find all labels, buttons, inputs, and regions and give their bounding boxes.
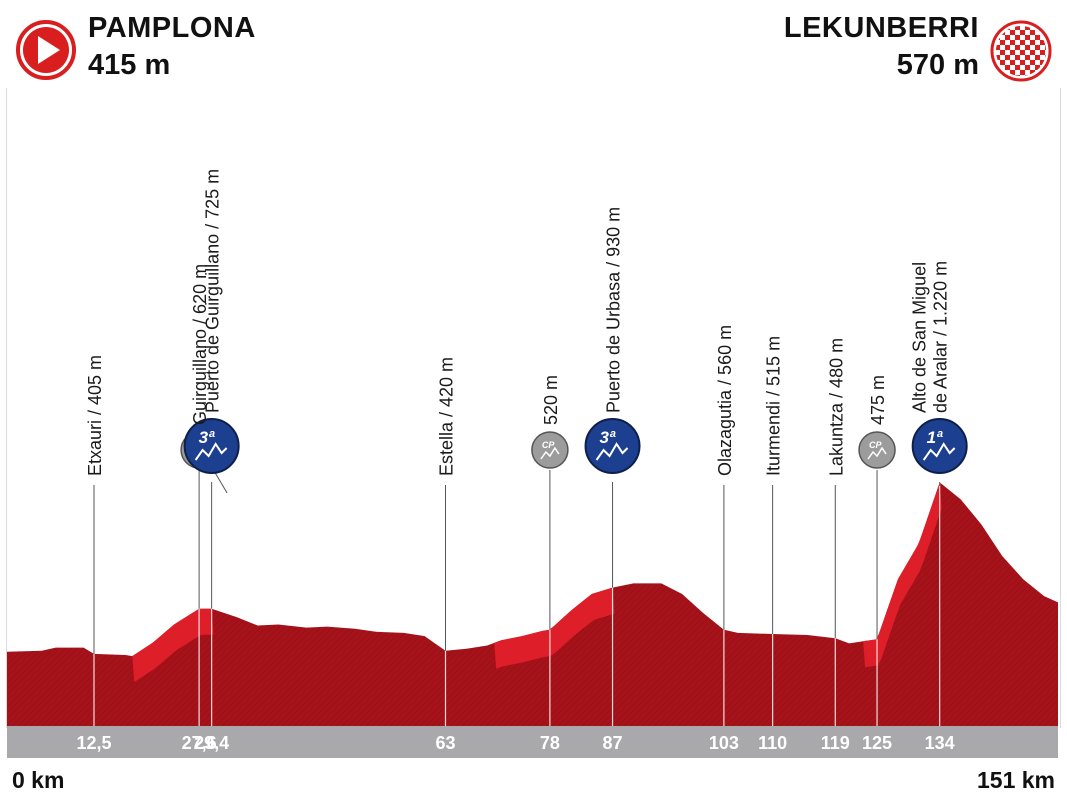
point-label-text: Estella / 420 m bbox=[436, 357, 456, 476]
right-frame-line bbox=[1060, 88, 1061, 728]
point-label-1: Etxauri / 405 m bbox=[85, 355, 105, 476]
start-altitude: 415 m bbox=[88, 49, 171, 81]
km-tick-label: 125 bbox=[862, 733, 892, 753]
climb-category-icon bbox=[911, 418, 968, 474]
climb-mountain-glyph bbox=[922, 442, 956, 461]
start-town-name: PAMPLONA bbox=[88, 12, 256, 44]
climb-mountain-glyph bbox=[194, 442, 228, 461]
climb-category-text: 3ª bbox=[199, 428, 215, 447]
climb-highlight-3 bbox=[863, 482, 942, 668]
point-label-9: Lakuntza / 480 m bbox=[826, 338, 846, 476]
climb-highlight-1 bbox=[132, 608, 214, 683]
km-tick-label: 29,4 bbox=[194, 733, 229, 753]
point-label-text: 475 m bbox=[868, 375, 888, 425]
point-label-text: Puerto de Urbasa / 930 m bbox=[604, 207, 624, 413]
point-label-8: Iturmendi / 515 m bbox=[764, 336, 784, 476]
sprint-badge-text: CP bbox=[869, 440, 882, 450]
finish-checkered-flag-icon bbox=[990, 20, 1052, 82]
point-label-text: de Aralar / 1.220 m bbox=[931, 261, 951, 413]
sprint-mountain-glyph bbox=[540, 446, 560, 460]
km-tick-label: 87 bbox=[603, 733, 623, 753]
point-label-text: Lakuntza / 480 m bbox=[826, 338, 846, 476]
point-label-text: Alto de San Miguel bbox=[910, 262, 930, 413]
axis-start-label: 0 km bbox=[12, 767, 65, 793]
intermediate-sprint-icon bbox=[858, 431, 896, 469]
point-label-5: 520 m bbox=[541, 375, 561, 425]
finish-town-name: LEKUNBERRI bbox=[783, 12, 979, 44]
km-tick-label: 12,5 bbox=[76, 733, 111, 753]
left-frame-line bbox=[6, 88, 7, 728]
climb-category-icon bbox=[584, 418, 641, 474]
point-label-text: Guirguillano / 620 m bbox=[190, 264, 210, 425]
km-tick-label: 110 bbox=[758, 733, 787, 753]
km-tick-label: 103 bbox=[709, 733, 739, 753]
profile-area bbox=[7, 482, 1058, 726]
point-label-3: Puerto de Guirguillano / 725 m bbox=[203, 169, 223, 413]
finish-altitude: 570 m bbox=[896, 49, 979, 81]
km-tick-label: 134 bbox=[925, 733, 955, 753]
km-tick-label: 119 bbox=[821, 733, 850, 753]
point-label-6: Puerto de Urbasa / 930 m bbox=[604, 207, 624, 413]
start-play-icon bbox=[16, 20, 76, 80]
sprint-badge-text: CP bbox=[542, 440, 555, 450]
climb-category-icon bbox=[183, 418, 240, 474]
point-label-text: Olazagutia / 560 m bbox=[715, 325, 735, 476]
point-label-text: 520 m bbox=[541, 375, 561, 425]
climb-mountain-glyph bbox=[595, 442, 629, 461]
point-label-7: Olazagutia / 560 m bbox=[715, 325, 735, 476]
point-label-text: Puerto de Guirguillano / 725 m bbox=[203, 169, 223, 413]
point-label-text: Iturmendi / 515 m bbox=[764, 336, 784, 476]
point-label-11: Alto de San Miguel de Aralar / 1.220 m bbox=[910, 261, 951, 413]
intermediate-sprint-icon bbox=[531, 431, 569, 469]
km-band bbox=[7, 726, 1058, 758]
km-tick-label: 27,6 bbox=[182, 733, 217, 753]
climb-category-text: 3ª bbox=[600, 428, 616, 447]
point-label-text: Etxauri / 405 m bbox=[85, 355, 105, 476]
km-tick-label: 78 bbox=[540, 733, 560, 753]
axis-end-label: 151 km bbox=[976, 767, 1055, 793]
point-label-4: Estella / 420 m bbox=[436, 357, 456, 476]
km-tick-label: 63 bbox=[435, 733, 455, 753]
sprint-mountain-glyph bbox=[867, 446, 887, 460]
point-label-10: 475 m bbox=[868, 375, 888, 425]
point-label-2: Guirguillano / 620 m bbox=[190, 264, 210, 425]
climb-highlight-2 bbox=[494, 587, 615, 669]
climb-category-text: 1ª bbox=[927, 428, 943, 447]
